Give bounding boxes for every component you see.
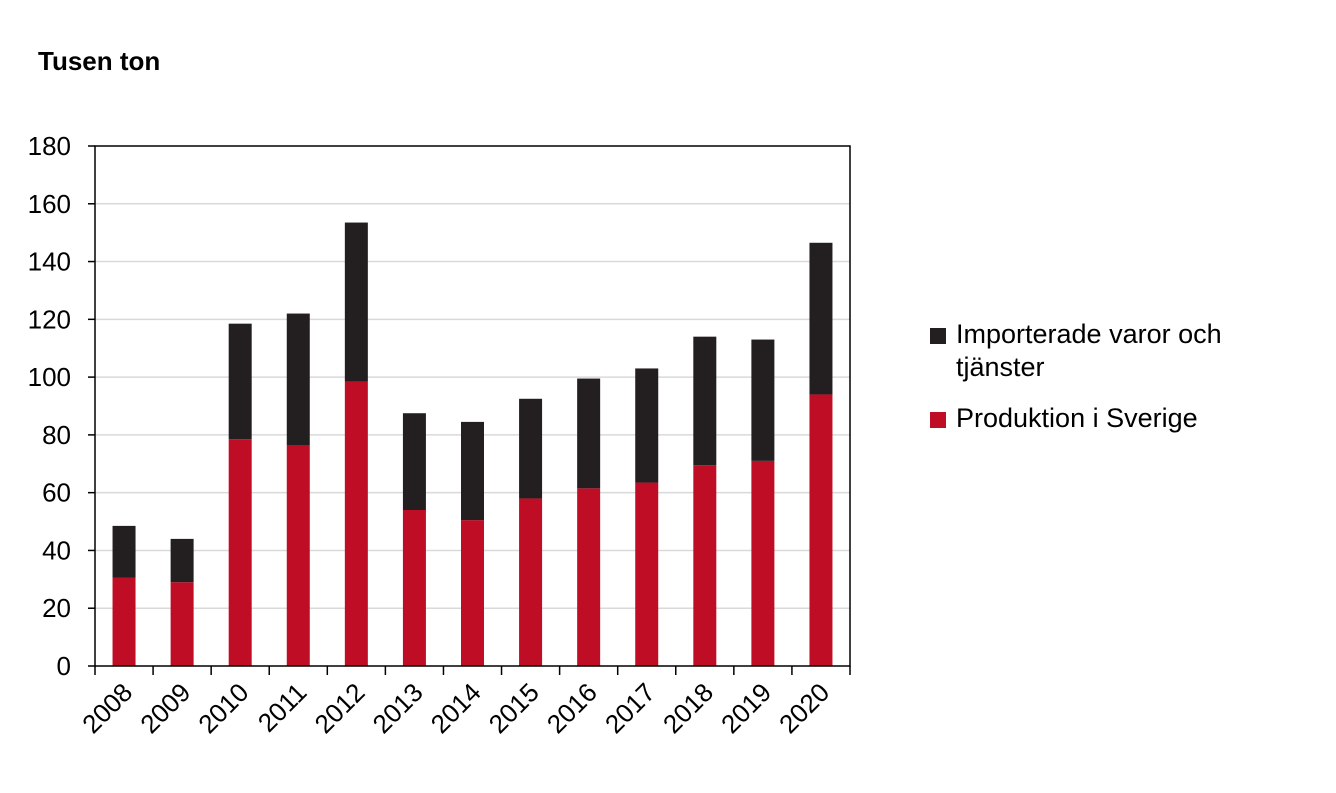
bar-imports-2016	[577, 378, 601, 489]
bar-imports-2018	[693, 336, 717, 466]
bar-imports-2011	[286, 313, 310, 445]
bar-production-2012	[344, 381, 368, 666]
legend-swatch-production	[930, 412, 946, 428]
x-tick-label-2013: 2013	[367, 677, 429, 739]
y-tick-label-120: 120	[28, 304, 71, 334]
y-tick-label-80: 80	[42, 420, 71, 450]
bar-imports-2013	[402, 413, 426, 510]
bar-imports-2008	[112, 525, 136, 578]
bar-imports-2014	[461, 421, 484, 521]
bar-imports-2009	[170, 538, 194, 583]
y-tick-label-20: 20	[42, 593, 71, 623]
bar-production-2008	[112, 577, 136, 666]
legend: Importerade varor och tjänster Produktio…	[930, 318, 1290, 453]
bar-imports-2015	[519, 398, 543, 499]
x-tick-label-2018: 2018	[657, 677, 719, 739]
legend-label-imports: Importerade varor och tjänster	[956, 319, 1222, 382]
y-tick-label-180: 180	[28, 131, 71, 161]
bar-production-2014	[461, 520, 484, 666]
x-tick-label-2009: 2009	[134, 677, 196, 739]
bar-imports-2012	[344, 222, 368, 382]
x-tick-label-2012: 2012	[308, 677, 370, 739]
y-tick-label-40: 40	[42, 535, 71, 565]
bar-production-2013	[402, 510, 426, 666]
bar-imports-2017	[635, 368, 659, 483]
x-tick-label-2011: 2011	[252, 677, 313, 738]
y-tick-label-160: 160	[28, 189, 71, 219]
x-tick-label-2019: 2019	[715, 677, 777, 739]
x-tick-label-2014: 2014	[425, 677, 487, 739]
legend-item-imports: Importerade varor och tjänster	[930, 318, 1290, 384]
y-tick-label-100: 100	[28, 362, 71, 392]
y-tick-label-140: 140	[28, 247, 71, 277]
bar-production-2019	[751, 460, 775, 666]
bar-production-2015	[519, 498, 543, 666]
bar-imports-2019	[751, 339, 775, 461]
y-tick-label-60: 60	[42, 478, 71, 508]
bar-production-2016	[577, 488, 601, 666]
x-tick-label-2016: 2016	[541, 677, 603, 739]
bar-production-2009	[170, 582, 194, 666]
y-tick-label-0: 0	[57, 651, 71, 681]
x-tick-label-2010: 2010	[192, 677, 254, 739]
x-tick-label-2020: 2020	[773, 677, 835, 739]
bar-imports-2020	[809, 242, 833, 395]
x-tick-label-2015: 2015	[483, 677, 545, 739]
unit-label: Tusen ton	[38, 46, 161, 76]
x-tick-label-2008: 2008	[76, 677, 138, 739]
x-tick-label-2017: 2017	[599, 677, 661, 739]
bar-production-2020	[809, 394, 833, 666]
bar-production-2011	[286, 445, 310, 666]
bar-imports-2010	[228, 323, 252, 440]
legend-item-production: Produktion i Sverige	[930, 402, 1290, 435]
legend-swatch-imports	[930, 328, 946, 344]
bar-production-2017	[635, 482, 659, 666]
bar-production-2018	[693, 465, 717, 666]
legend-label-production: Produktion i Sverige	[956, 403, 1198, 433]
plot-frame	[94, 145, 851, 667]
bar-production-2010	[228, 439, 252, 666]
